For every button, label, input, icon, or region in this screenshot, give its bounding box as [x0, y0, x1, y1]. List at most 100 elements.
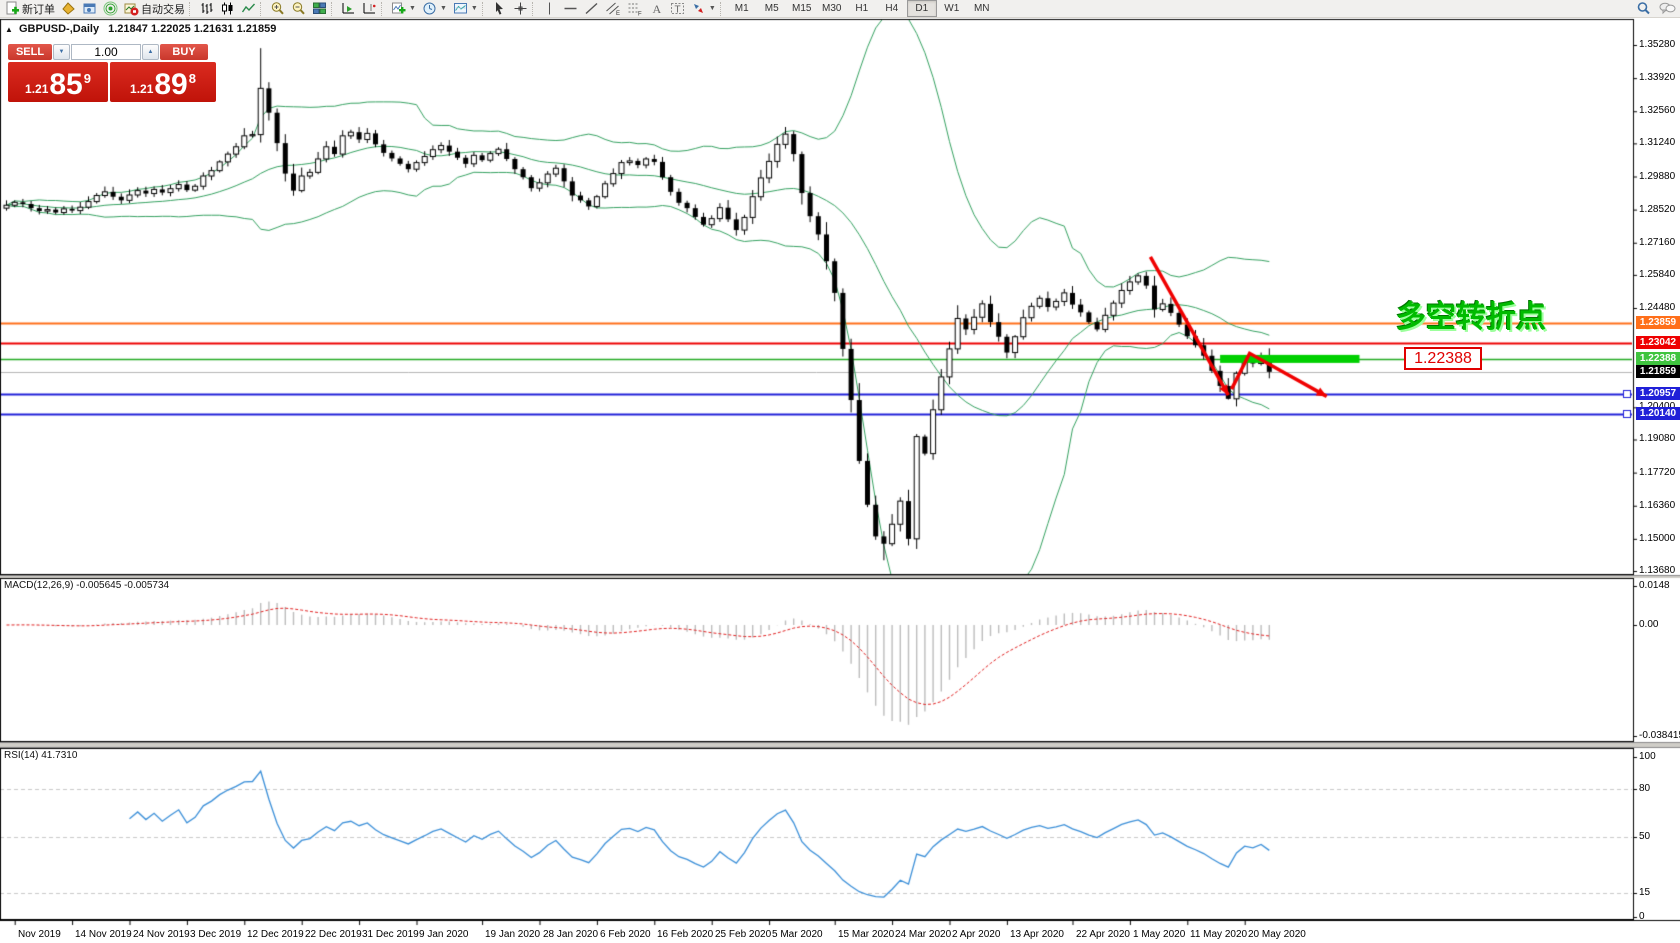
- channel-icon: E: [605, 1, 621, 16]
- price-tag-label: 1.22388: [1404, 347, 1482, 370]
- line-chart-icon: [241, 1, 256, 16]
- chevron-down-icon: ▼: [708, 5, 716, 12]
- sell-button[interactable]: SELL: [8, 44, 52, 60]
- periods-icon: [422, 1, 437, 16]
- chevron-down-icon: ▼: [439, 5, 447, 12]
- periods-button[interactable]: ▼: [419, 0, 450, 18]
- chart-title-symbol: GBPUSD-,Daily: [18, 23, 100, 35]
- new-order-icon: [5, 1, 20, 16]
- signal-button[interactable]: [100, 0, 121, 18]
- toolbar-separator: [481, 1, 488, 16]
- indicators-button[interactable]: ▼: [388, 0, 419, 18]
- text-button[interactable]: A: [646, 0, 667, 18]
- auto-scroll-button[interactable]: [338, 0, 359, 18]
- cursor-button[interactable]: [489, 0, 510, 18]
- sell-price-pip: 9: [83, 71, 91, 86]
- zoom-out-button[interactable]: [288, 0, 309, 18]
- chart-shift-icon: [362, 1, 377, 16]
- vertical-line-icon: [542, 1, 557, 16]
- horizontal-line-icon: [563, 1, 578, 16]
- buy-price-small: 1.21: [130, 82, 154, 96]
- tile-windows-button[interactable]: [309, 0, 330, 18]
- toolbar-separator: [260, 1, 266, 16]
- svg-text:F: F: [638, 12, 642, 17]
- timeframe-button-m5[interactable]: M5: [764, 3, 779, 14]
- toolbar-separator: [531, 1, 538, 16]
- timeframe-button-d1[interactable]: D1: [906, 0, 937, 17]
- timeframe-button-m30[interactable]: M30: [822, 3, 842, 14]
- signal-icon: [103, 1, 118, 16]
- toolbar-separator: [189, 1, 195, 16]
- candlestick-icon: [220, 1, 235, 16]
- templates-button[interactable]: ▼: [450, 0, 481, 18]
- turning-point-annotation: 多空转折点: [1396, 301, 1546, 334]
- chart-title: ▲ GBPUSD-,Daily 1.21847 1.22025 1.21631 …: [5, 23, 276, 35]
- chart-title-ohlc: 1.21847 1.22025 1.21631 1.21859: [108, 23, 277, 35]
- history-icon: [61, 1, 76, 16]
- timeframe-button-h1[interactable]: H1: [855, 3, 869, 14]
- new-order-button[interactable]: 新订单: [2, 0, 58, 18]
- fibonacci-button[interactable]: F: [624, 0, 646, 18]
- history-button[interactable]: [58, 0, 79, 18]
- sell-price-button[interactable]: 1.21 85 9: [8, 62, 108, 102]
- indicators-icon: [391, 1, 406, 16]
- chevron-down-icon: ▼: [470, 5, 478, 12]
- text-icon: A: [649, 1, 664, 16]
- svg-text:T: T: [674, 5, 680, 16]
- macd-label: MACD(12,26,9) -0.005645 -0.005734: [4, 580, 170, 591]
- arrows-icon: [691, 1, 706, 16]
- chat-icon[interactable]: [1659, 1, 1676, 21]
- market-window-button[interactable]: [79, 0, 100, 18]
- horizontal-line-button[interactable]: [560, 0, 581, 18]
- timeframe-button-w1[interactable]: W1: [944, 3, 960, 14]
- autotrading-icon: [124, 1, 139, 16]
- zoom-in-button[interactable]: [267, 0, 288, 18]
- one-click-trading-panel: SELL ▼ ▲ BUY 1.21 85 9 1.21 89 8: [8, 44, 218, 102]
- timeframe-button-m1[interactable]: M1: [734, 3, 749, 14]
- svg-text:E: E: [616, 11, 620, 16]
- candlestick-button[interactable]: [217, 0, 238, 18]
- volume-decrease-button[interactable]: ▼: [53, 44, 70, 60]
- svg-text:A: A: [652, 2, 661, 16]
- text-label-icon: T: [670, 1, 685, 16]
- templates-icon: [453, 1, 468, 16]
- new-order-label: 新订单: [22, 3, 55, 16]
- cursor-icon: [492, 1, 507, 16]
- bar-chart-button[interactable]: [196, 0, 217, 18]
- vertical-line-button[interactable]: [539, 0, 560, 18]
- zoom-out-icon: [291, 1, 306, 16]
- chevron-down-icon: ▼: [409, 5, 416, 12]
- buy-button[interactable]: BUY: [160, 44, 208, 60]
- trendline-button[interactable]: [581, 0, 602, 18]
- toolbar-separator: [719, 1, 726, 16]
- toolbar: 新订单 自动交易 ▼ ▼ ▼ E F A T ▼ M1 M5 M15 M30 H…: [0, 0, 1680, 18]
- rsi-label: RSI(14) 41.7310: [4, 750, 78, 761]
- zoom-in-icon: [270, 1, 285, 16]
- tile-windows-icon: [312, 1, 327, 16]
- volume-input[interactable]: [71, 44, 141, 60]
- timeframe-button-m15[interactable]: M15: [792, 3, 812, 14]
- crosshair-button[interactable]: [510, 0, 531, 18]
- crosshair-icon: [513, 1, 528, 16]
- collapse-icon[interactable]: ▲: [5, 25, 13, 34]
- sell-price-small: 1.21: [25, 82, 49, 96]
- market-window-icon: [82, 1, 97, 16]
- search-icon[interactable]: [1636, 1, 1651, 21]
- buy-price-button[interactable]: 1.21 89 8: [110, 62, 216, 102]
- timeframe-button-mn[interactable]: MN: [973, 3, 990, 14]
- channel-button[interactable]: E: [602, 0, 624, 18]
- auto-scroll-icon: [341, 1, 356, 16]
- sell-price-big: 85: [49, 68, 83, 101]
- arrows-button[interactable]: ▼: [688, 0, 719, 18]
- volume-increase-button[interactable]: ▲: [142, 44, 159, 60]
- fibonacci-icon: F: [627, 1, 643, 16]
- chart-shift-button[interactable]: [359, 0, 380, 18]
- toolbar-separator: [331, 1, 337, 16]
- timeframe-button-h4[interactable]: H4: [885, 3, 899, 14]
- trendline-icon: [584, 1, 599, 16]
- autotrading-button[interactable]: 自动交易: [121, 0, 188, 18]
- bar-chart-icon: [199, 1, 214, 16]
- text-label-button[interactable]: T: [667, 0, 688, 18]
- line-chart-button[interactable]: [238, 0, 259, 18]
